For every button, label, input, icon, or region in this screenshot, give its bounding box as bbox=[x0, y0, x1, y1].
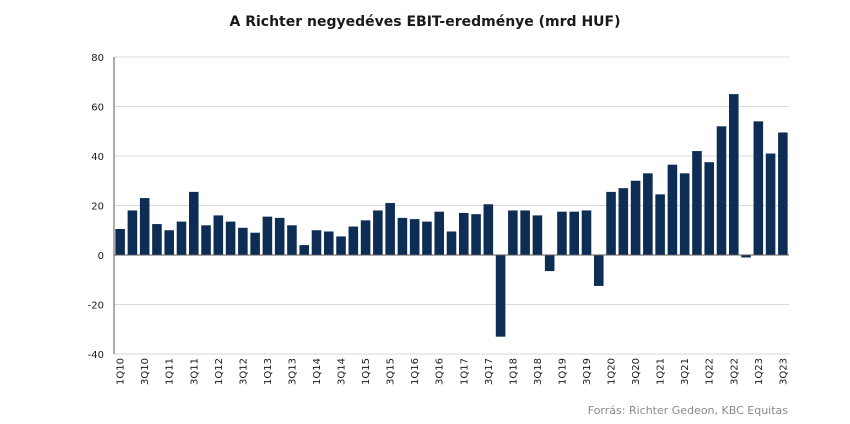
x-tick-label: 3Q11 bbox=[189, 358, 200, 385]
bar bbox=[544, 255, 555, 272]
bar bbox=[630, 180, 641, 255]
x-tick-label: 1Q12 bbox=[214, 358, 225, 385]
bar bbox=[692, 151, 702, 255]
bar bbox=[765, 153, 776, 255]
bar bbox=[262, 216, 273, 255]
bar bbox=[299, 245, 310, 255]
x-tick-label: 3Q19 bbox=[582, 358, 593, 385]
x-tick-label: 3Q17 bbox=[484, 358, 495, 385]
bar bbox=[348, 226, 359, 255]
bar bbox=[704, 162, 715, 255]
bar bbox=[753, 121, 764, 255]
x-tick-label: 1Q17 bbox=[459, 358, 470, 385]
x-tick-label: 3Q16 bbox=[435, 358, 446, 385]
bar bbox=[115, 229, 125, 255]
bar bbox=[422, 221, 432, 255]
bar bbox=[483, 204, 494, 255]
bar bbox=[409, 219, 420, 255]
bar bbox=[434, 211, 445, 255]
bar bbox=[373, 210, 383, 255]
x-tick-label: 3Q23 bbox=[778, 358, 789, 385]
bar bbox=[471, 214, 481, 255]
bar bbox=[618, 188, 629, 255]
bar bbox=[250, 232, 260, 255]
y-tick-label: -40 bbox=[88, 350, 104, 361]
bar bbox=[201, 225, 211, 255]
x-tick-label: 1Q22 bbox=[705, 358, 716, 385]
bar bbox=[274, 217, 285, 255]
bar bbox=[716, 126, 727, 255]
y-tick-label: 20 bbox=[91, 202, 104, 213]
y-tick-label: 40 bbox=[91, 152, 104, 163]
x-tick-label: 3Q21 bbox=[680, 358, 691, 385]
x-tick-label: 1Q23 bbox=[754, 358, 765, 385]
bar bbox=[127, 210, 138, 255]
y-tick-label: -20 bbox=[88, 301, 104, 312]
x-tick-label: 1Q10 bbox=[116, 358, 127, 385]
bar bbox=[139, 198, 150, 255]
bar bbox=[188, 191, 199, 255]
bar bbox=[164, 230, 175, 255]
bar bbox=[655, 194, 665, 255]
bar bbox=[225, 221, 236, 255]
y-tick-label: 60 bbox=[91, 103, 104, 114]
y-tick-label: 0 bbox=[98, 251, 104, 262]
bar bbox=[778, 132, 788, 255]
x-tick-label: 1Q21 bbox=[656, 358, 667, 385]
chart-title: A Richter negyedéves EBIT-eredménye (mrd… bbox=[229, 14, 621, 30]
x-tick-label: 1Q18 bbox=[508, 358, 519, 385]
bar bbox=[581, 210, 592, 255]
bar bbox=[238, 227, 248, 255]
bar bbox=[606, 191, 616, 255]
bar bbox=[152, 224, 162, 255]
x-tick-label: 3Q14 bbox=[337, 358, 348, 385]
bar bbox=[336, 236, 346, 255]
x-tick-label: 1Q11 bbox=[165, 358, 176, 385]
x-tick-label: 1Q20 bbox=[607, 358, 618, 385]
bar bbox=[458, 212, 469, 255]
bar bbox=[385, 203, 395, 255]
source-note: Forrás: Richter Gedeon, KBC Equitas bbox=[587, 404, 788, 417]
x-tick-label: 1Q14 bbox=[312, 358, 323, 385]
x-tick-label: 1Q13 bbox=[263, 358, 274, 385]
x-tick-label: 3Q12 bbox=[238, 358, 249, 385]
bar bbox=[397, 217, 408, 255]
x-tick-label: 1Q19 bbox=[557, 358, 568, 385]
bar bbox=[360, 220, 371, 255]
x-tick-label: 3Q10 bbox=[140, 358, 151, 385]
bar bbox=[679, 173, 690, 255]
bar bbox=[667, 164, 678, 255]
bar bbox=[176, 221, 187, 255]
bar bbox=[495, 255, 506, 337]
bar bbox=[287, 225, 297, 255]
bar bbox=[446, 231, 457, 255]
bar bbox=[643, 173, 653, 255]
y-tick-label: 80 bbox=[91, 53, 104, 64]
x-tick-label: 1Q15 bbox=[361, 358, 372, 385]
bar bbox=[593, 255, 604, 286]
bar bbox=[569, 211, 580, 255]
x-tick-label: 3Q13 bbox=[287, 358, 298, 385]
x-tick-label: 3Q18 bbox=[533, 358, 544, 385]
x-tick-label: 3Q20 bbox=[631, 358, 642, 385]
bar bbox=[508, 210, 518, 255]
x-tick-label: 3Q22 bbox=[729, 358, 740, 385]
bar bbox=[728, 94, 739, 255]
bar bbox=[213, 215, 224, 255]
bar bbox=[323, 231, 334, 255]
x-tick-label: 3Q15 bbox=[386, 358, 397, 385]
bar bbox=[311, 230, 322, 255]
bar bbox=[520, 210, 530, 255]
x-tick-label: 1Q16 bbox=[410, 358, 421, 385]
bar bbox=[532, 215, 543, 255]
bar bbox=[741, 255, 751, 258]
bar bbox=[557, 211, 567, 255]
